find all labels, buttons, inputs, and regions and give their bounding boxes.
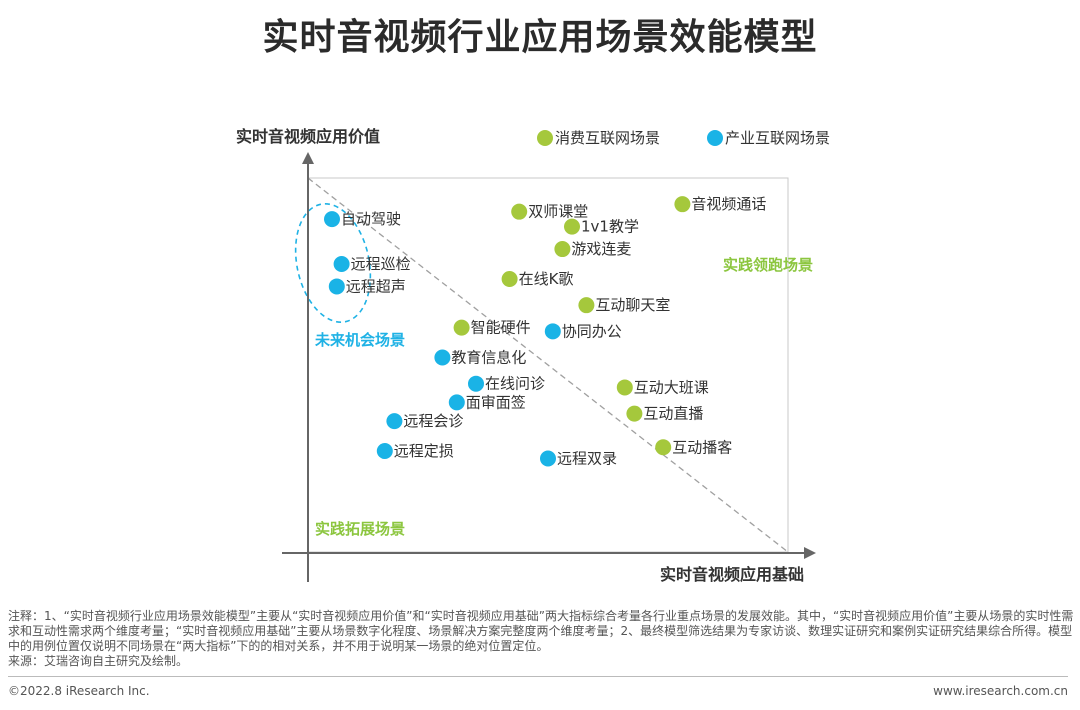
zone-label-middle-left: 未来机会场景 [314,331,405,349]
point-0-8 [626,405,643,422]
point-label-0-4: 在线K歌 [519,270,574,288]
point-label-1-1: 远程巡检 [351,255,411,273]
point-label-0-7: 互动大班课 [634,378,709,396]
point-label-0-0: 双师课堂 [528,203,588,221]
point-label-0-5: 互动聊天室 [595,296,670,314]
point-label-1-8: 远程定损 [394,442,454,460]
point-0-2 [674,196,691,213]
point-1-2 [328,278,345,295]
legend-label-0: 消费互联网场景 [555,129,660,147]
point-label-0-6: 智能硬件 [471,319,531,337]
point-label-1-5: 在线问诊 [485,375,545,393]
point-0-0 [511,203,528,220]
x-axis-arrow [804,547,816,559]
point-1-5 [468,375,484,392]
zone-label-top-right: 实践领跑场景 [723,256,813,274]
point-1-8 [376,443,393,460]
point-label-1-7: 远程会诊 [403,412,463,430]
y-axis-label: 实时音视频应用价值 [236,127,380,146]
zone-label-bottom-left: 实践拓展场景 [315,520,405,538]
point-0-9 [655,439,672,456]
page-title: 实时音视频行业应用场景效能模型 [262,17,818,58]
website-link[interactable]: www.iresearch.com.cn [933,684,1068,698]
point-label-0-8: 互动直播 [643,405,703,423]
x-axis-label: 实时音视频应用基础 [660,565,804,584]
legend-label-1: 产业互联网场景 [725,129,830,147]
copyright: ©2022.8 iResearch Inc. [8,684,150,698]
diagonal-divider [307,177,789,553]
y-axis-arrow [302,152,314,164]
chart-notes: 注释：1、“实时音视频行业应用场景效能模型”主要从“实时音视频应用价值”和“实时… [8,609,1074,669]
point-1-3 [544,323,561,340]
note-text: 注释：1、“实时音视频行业应用场景效能模型”主要从“实时音视频应用价值”和“实时… [8,609,1074,653]
point-label-0-2: 音视频通话 [691,195,766,213]
point-1-0 [324,211,340,228]
point-1-4 [434,349,451,366]
point-label-1-3: 协同办公 [562,322,622,340]
future-cluster-ellipse [294,203,372,323]
point-0-1 [564,218,580,235]
point-0-3 [554,241,571,258]
source-text: 来源：艾瑞咨询自主研究及绘制。 [8,654,189,668]
footer-divider [8,676,1068,677]
legend-marker-1 [707,130,723,146]
point-label-0-9: 互动播客 [672,438,732,456]
point-1-9 [540,450,556,467]
point-0-7 [616,379,633,396]
point-1-7 [386,413,403,430]
point-label-0-1: 1v1教学 [581,218,639,236]
point-0-5 [578,297,595,314]
point-label-1-9: 远程双录 [557,450,617,468]
point-1-6 [448,394,465,411]
point-label-1-2: 远程超声 [346,277,406,295]
point-0-6 [453,319,470,336]
legend-marker-0 [537,130,553,146]
point-label-1-6: 面审面签 [466,393,526,411]
point-label-0-3: 游戏连麦 [571,240,631,258]
point-1-1 [333,256,350,273]
point-label-1-4: 教育信息化 [451,349,526,367]
point-label-1-0: 自动驾驶 [341,210,401,228]
point-0-4 [501,270,518,287]
